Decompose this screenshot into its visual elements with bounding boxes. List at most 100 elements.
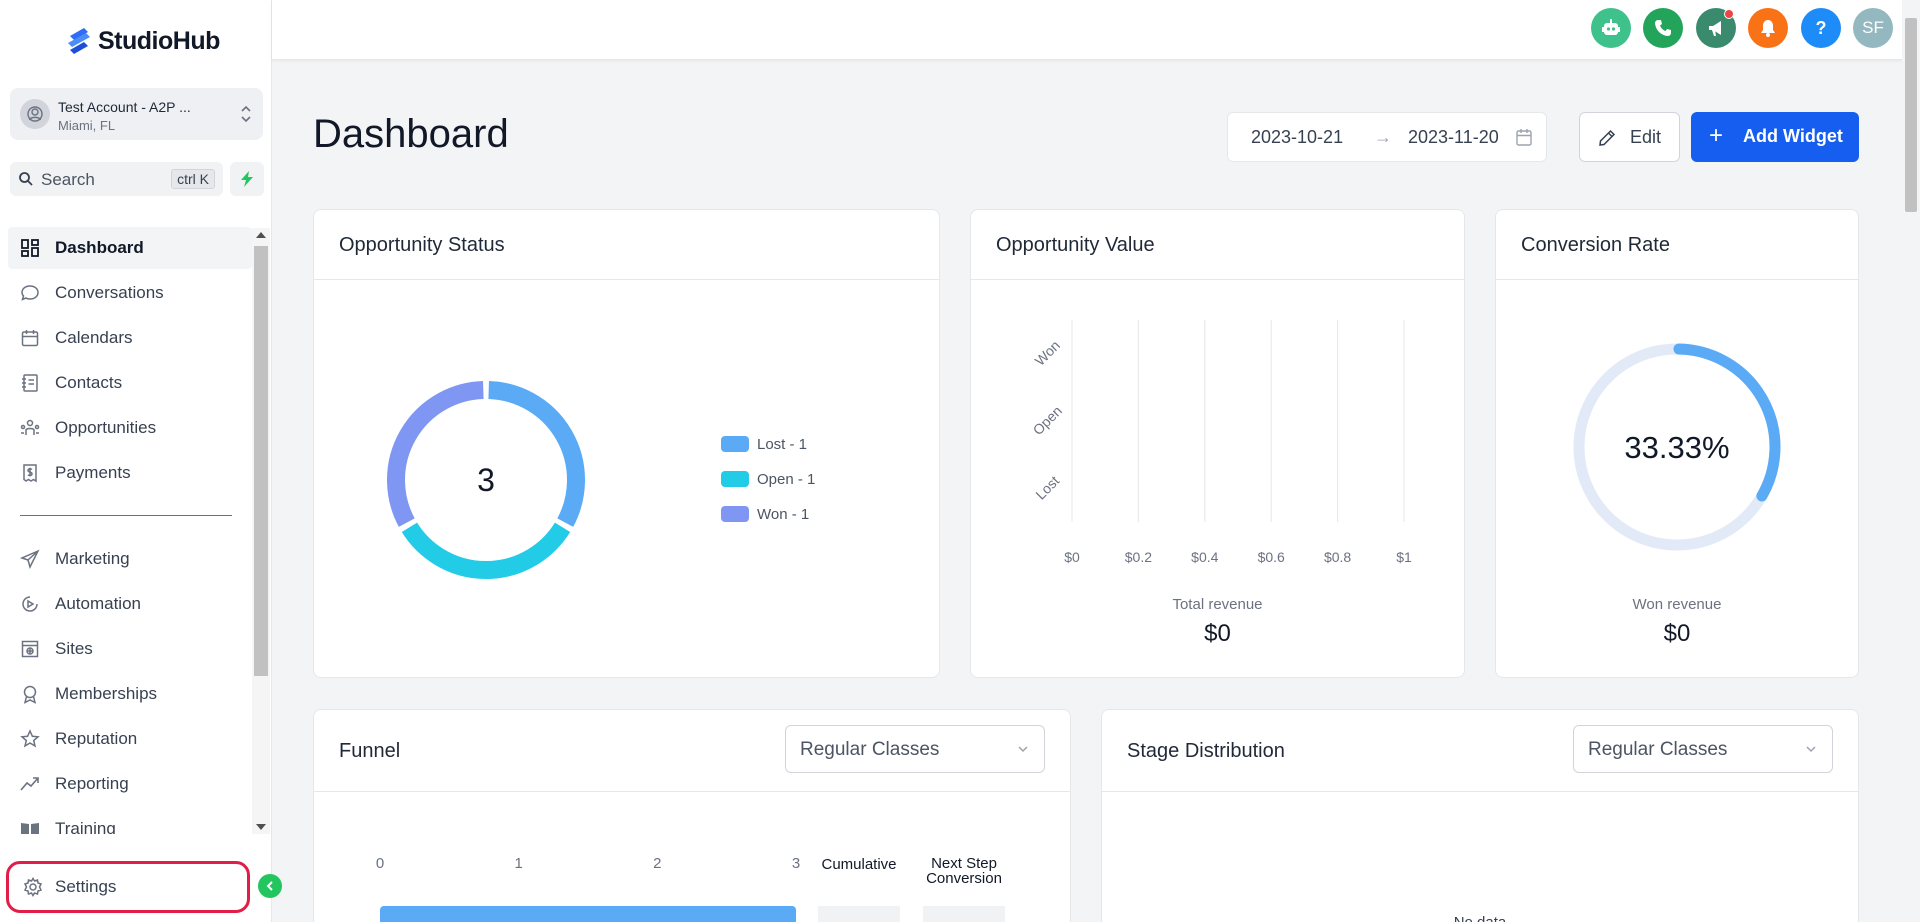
sidebar-item-label: Reporting [55,774,129,793]
y-category-label: Lost [1032,473,1062,503]
star-icon [20,729,40,748]
funnel-pipeline-select[interactable]: Regular Classes [785,725,1045,773]
account-location: Miami, FL [58,118,116,133]
x-tick-label: $0.2 [1125,549,1152,565]
sidebar-item-training[interactable]: Training [8,808,252,834]
search-shortcut: ctrl K [171,169,215,189]
won-revenue-label: Won revenue [1632,596,1722,613]
conversion-rate-value: 33.33% [1624,430,1729,465]
chevron-up-down-icon [241,105,251,123]
dashboard-grid-icon [21,239,39,257]
sidebar-item-label: Calendars [55,328,133,347]
sidebar-item-label: Conversations [55,283,164,302]
date-to[interactable]: 2023-11-20 [1408,127,1499,147]
x-tick-label: 1 [514,855,522,872]
ai-assistant-button[interactable] [1591,8,1631,48]
sidebar-item-sites[interactable]: Sites [8,628,252,670]
card-title: Opportunity Value [996,234,1155,256]
payments-receipt-icon [23,464,37,483]
legend-swatch [721,436,749,452]
sidebar-scrollbar[interactable] [252,228,270,834]
quick-actions-button[interactable] [230,162,264,196]
sidebar-item-label: Settings [55,877,117,896]
add-widget-button[interactable]: + Add Widget [1691,112,1859,162]
sidebar-item-label: Contacts [55,373,123,392]
total-revenue-value: $0 [1204,620,1231,647]
robot-icon [1602,19,1620,35]
scroll-up-arrow[interactable] [256,232,266,238]
sidebar-item-calendars[interactable]: Calendars [8,317,252,359]
select-value: Regular Classes [800,739,940,760]
phone-button[interactable] [1643,8,1683,48]
chat-bubble-icon [21,285,39,301]
user-icon [27,106,43,122]
badge-icon [23,685,37,704]
won-revenue-value: $0 [1663,620,1691,647]
sidebar-item-reputation[interactable]: Reputation [8,718,252,760]
edit-label: Edit [1630,127,1662,147]
legend-item-open[interactable]: Open - 1 [721,469,815,489]
x-tick-label: 2 [653,855,661,872]
x-tick-label: $1 [1396,549,1412,565]
card-title: Opportunity Status [339,234,505,256]
sidebar-item-reporting[interactable]: Reporting [8,763,252,805]
stage-empty-state: No data [1101,912,1859,922]
phone-icon [1655,20,1671,36]
sidebar-item-dashboard[interactable]: Dashboard [8,227,252,269]
opportunity-value-bar-chart: $0 $0.2 $0.4 $0.6 $0.8 $1 Won Open Lost [1030,320,1412,565]
sidebar-item-settings[interactable]: Settings [6,861,250,913]
total-revenue-label: Total revenue [1172,596,1263,613]
legend-swatch [721,506,749,522]
date-from[interactable]: 2023-10-21 [1251,127,1344,147]
sidebar-item-marketing[interactable]: Marketing [8,538,252,580]
announcements-button[interactable] [1696,8,1736,48]
sidebar-item-opportunities[interactable]: Opportunities [8,407,252,449]
legend-item-lost[interactable]: Lost - 1 [721,434,807,454]
legend-label: Open - 1 [757,470,816,488]
scrollbar-thumb[interactable] [1905,18,1917,212]
sidebar-item-contacts[interactable]: Contacts [8,362,252,404]
book-icon [21,823,39,834]
date-range-picker[interactable]: 2023-10-21 → 2023-11-20 [1227,112,1547,162]
help-button[interactable]: ? [1801,8,1841,48]
funnel-cumulative-cell [818,906,900,922]
sidebar-item-automation[interactable]: Automation [8,583,252,625]
stage-pipeline-select[interactable]: Regular Classes [1573,725,1833,773]
question-icon: ? [1815,17,1827,38]
scrollbar-thumb[interactable] [254,246,268,676]
search-box[interactable]: Search ctrl K [10,162,223,196]
card-title: Funnel [339,740,401,762]
main-scrollbar[interactable] [1902,0,1920,922]
account-switcher[interactable]: Test Account - A2P ... Miami, FL [10,88,263,140]
search-icon [19,172,33,186]
account-avatar [20,99,50,129]
conversion-rate-gauge: 33.33% [1573,343,1781,551]
collapse-sidebar-button[interactable] [258,874,282,898]
lightning-icon [241,171,253,187]
opportunity-value-card: Opportunity Value [970,209,1465,678]
logo-icon [68,28,90,54]
sidebar-item-memberships[interactable]: Memberships [8,673,252,715]
edit-dashboard-button[interactable]: Edit [1579,112,1680,162]
profile-avatar[interactable]: SF [1853,8,1893,48]
sidebar-item-conversations[interactable]: Conversations [8,272,252,314]
scroll-down-arrow[interactable] [256,824,266,830]
sidebar-item-payments[interactable]: Payments [8,452,252,494]
legend-item-won[interactable]: Won - 1 [721,504,809,524]
calendar-icon [21,330,39,347]
select-value: Regular Classes [1588,739,1728,760]
card-header: Opportunity Value [971,210,1464,280]
notifications-button[interactable] [1748,8,1788,48]
calendar-icon [1516,129,1532,146]
gear-icon [23,877,43,897]
funnel-col-cumulative: Cumulative [821,856,897,873]
sidebar-item-label: Sites [55,639,93,658]
card-title: Conversion Rate [1521,234,1670,256]
search-label: Search [41,170,95,189]
app-logo[interactable]: StudioHub [66,26,220,56]
sidebar-item-label: Automation [55,594,141,613]
trend-icon [20,777,39,791]
funnel-col-next-line1: Next Step [931,855,997,872]
gauge-value-arc [1673,343,1781,502]
empty-state-text: No data [1454,914,1507,922]
